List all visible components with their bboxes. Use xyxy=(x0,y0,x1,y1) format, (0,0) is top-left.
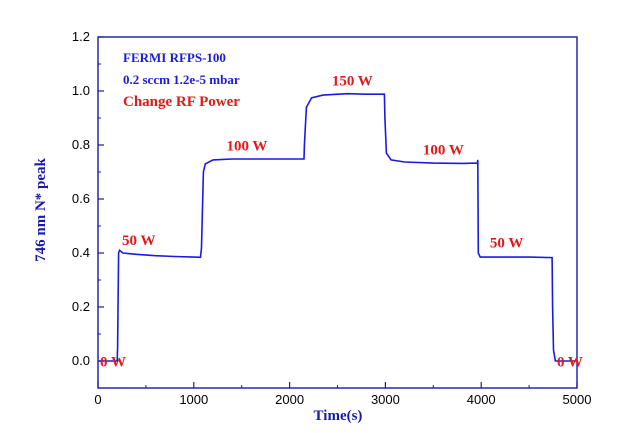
y-tick-label: 0.2 xyxy=(72,299,90,314)
power-label: 0 W xyxy=(557,354,583,370)
plot-frame xyxy=(97,36,578,389)
series-line xyxy=(98,92,577,362)
y-tick-label: 0.8 xyxy=(72,137,90,152)
y-tick-label: 1.0 xyxy=(72,83,90,98)
x-tick-label: 2000 xyxy=(275,392,304,407)
x-axis-label: Time(s) xyxy=(314,408,363,424)
annotation-title-line3: Change RF Power xyxy=(123,94,240,110)
power-label: 100 W xyxy=(226,138,267,154)
y-axis-label: 746 nm N* peak xyxy=(33,157,49,261)
power-label: 50 W xyxy=(122,233,155,249)
x-tick-label: 5000 xyxy=(563,392,592,407)
y-tick-label: 0.0 xyxy=(72,353,90,368)
power-label: 50 W xyxy=(490,236,523,252)
x-tick-label: 3000 xyxy=(371,392,400,407)
power-label: 150 W xyxy=(332,74,373,90)
power-label: 0 W xyxy=(100,354,126,370)
x-tick-label: 4000 xyxy=(467,392,496,407)
power-label: 100 W xyxy=(423,142,464,158)
x-tick-label: 1000 xyxy=(179,392,208,407)
annotation-title-line2: 0.2 sccm 1.2e-5 mbar xyxy=(123,72,240,87)
y-tick-label: 0.6 xyxy=(72,191,90,206)
annotation-title-line1: FERMI RFPS-100 xyxy=(123,50,226,65)
y-tick-label: 1.2 xyxy=(72,29,90,44)
x-tick-label: 0 xyxy=(94,392,101,407)
y-tick-label: 0.4 xyxy=(72,245,90,260)
